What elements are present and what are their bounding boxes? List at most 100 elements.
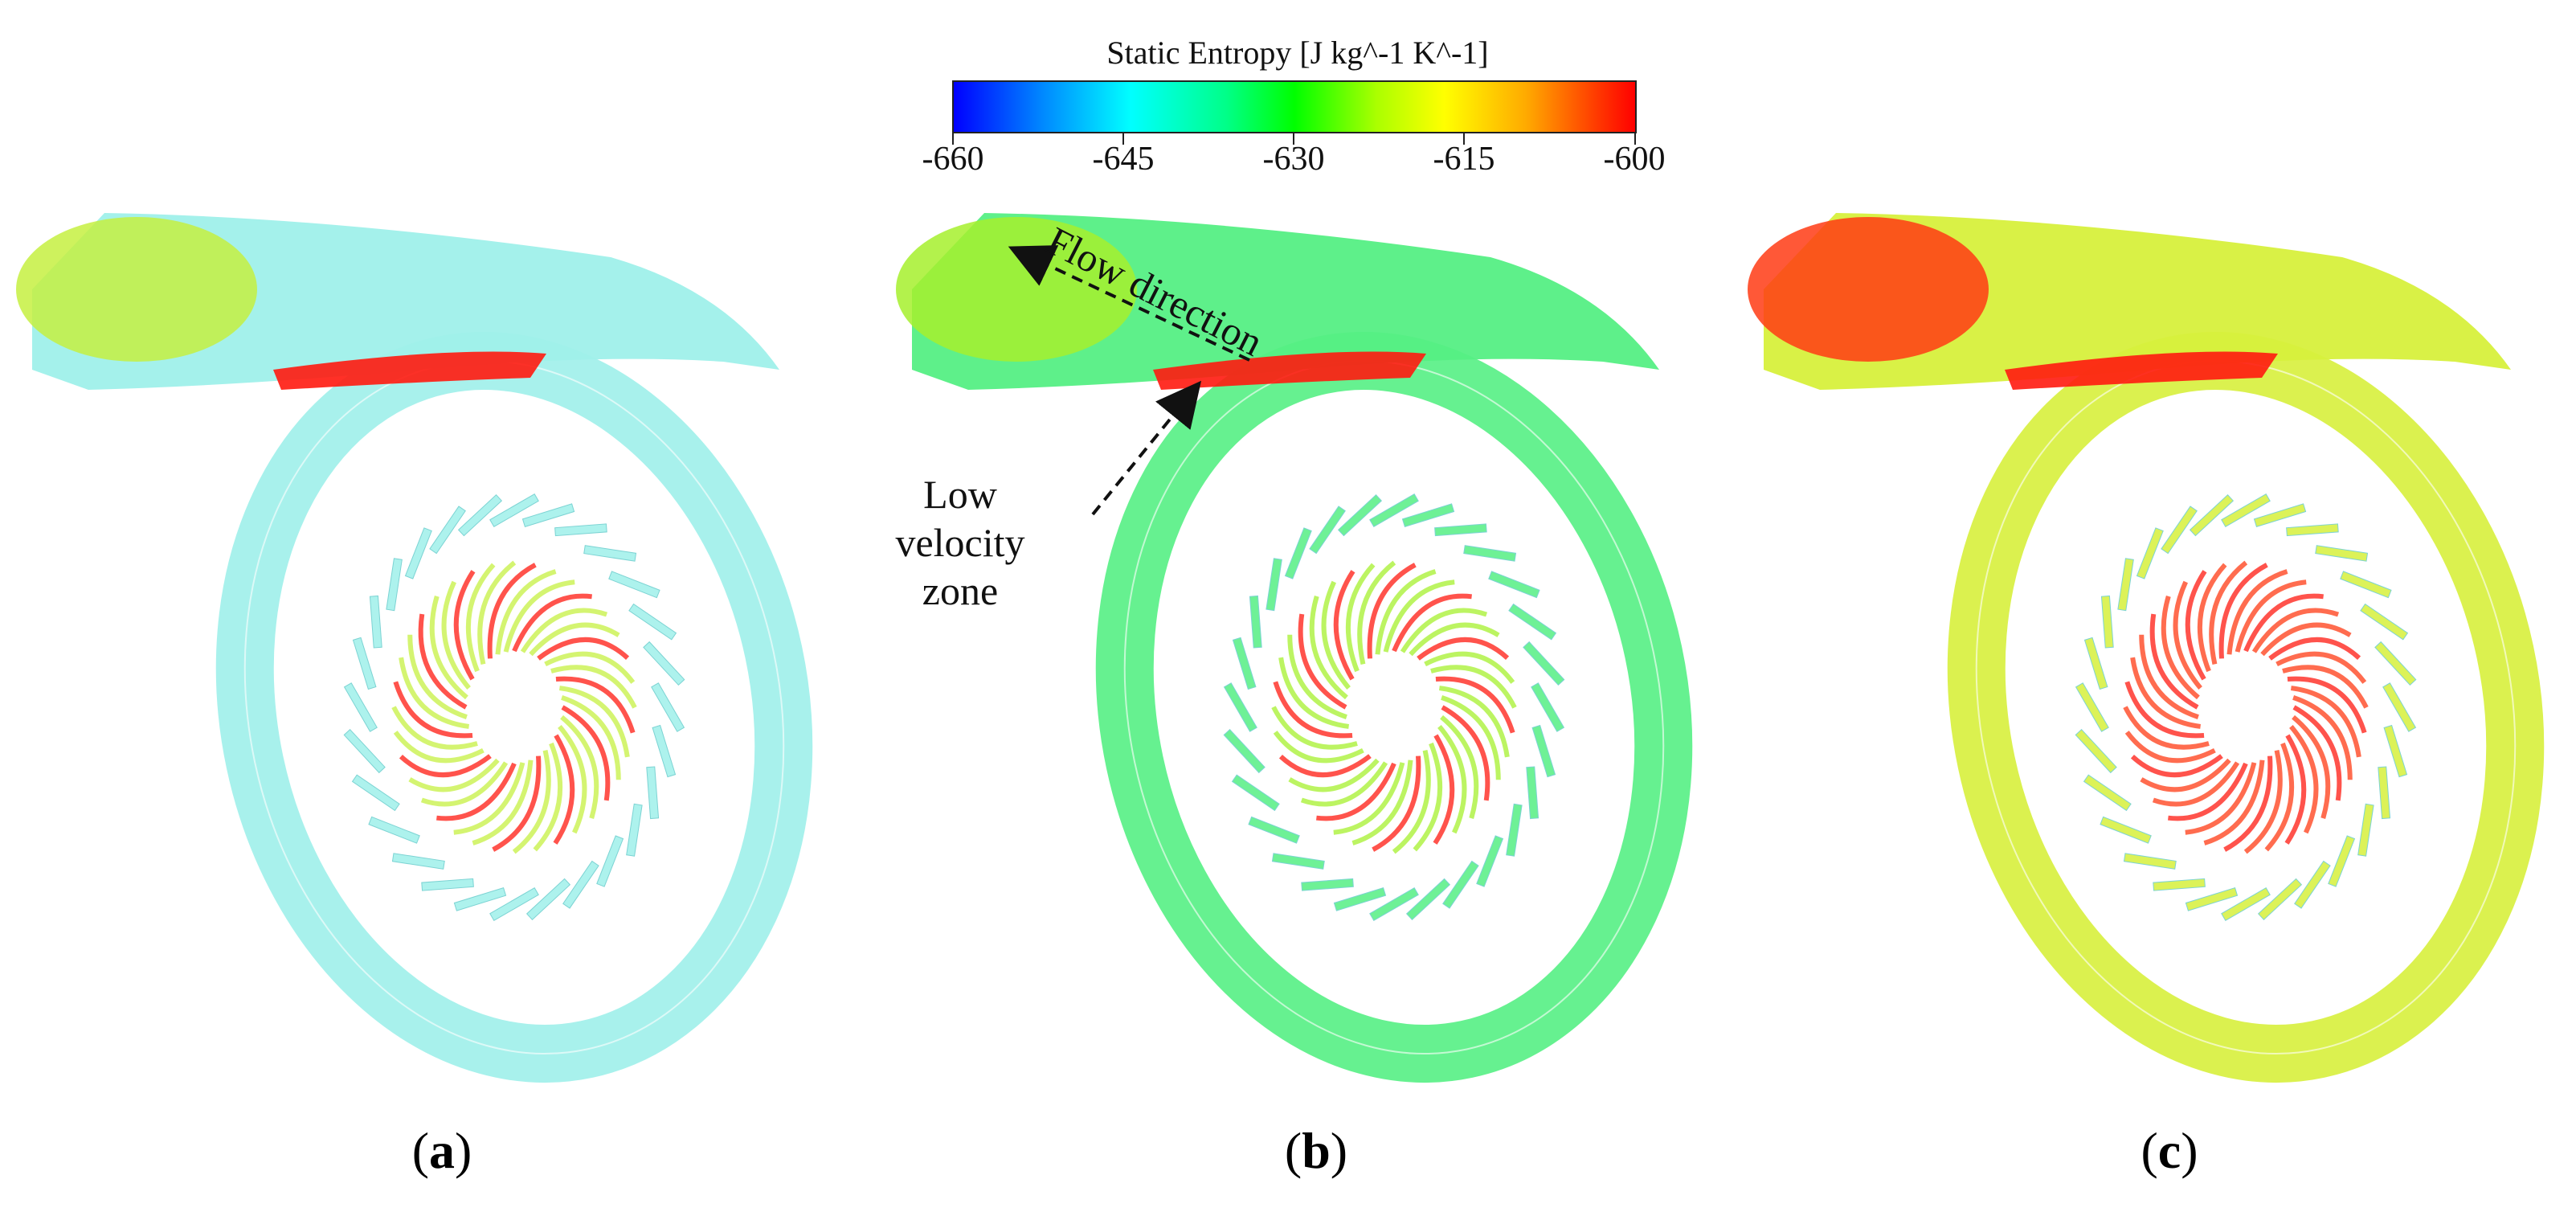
guide-vane <box>2185 887 2239 911</box>
runner-blade <box>477 560 517 665</box>
runner-blade <box>2282 665 2369 709</box>
runner-blade <box>544 651 636 684</box>
runner-blade <box>1409 622 1500 657</box>
guide-vane <box>2161 506 2198 555</box>
runner-blade <box>1417 637 1510 661</box>
runner-blade <box>529 622 620 657</box>
guide-vane <box>1271 853 1325 870</box>
runner-blade <box>2209 560 2248 665</box>
guide-vane <box>554 523 607 537</box>
runner-blade <box>1321 580 1351 690</box>
runner-blade <box>1288 758 1380 792</box>
guide-vane <box>1506 803 1523 857</box>
guide-vane <box>2123 853 2177 870</box>
runner-blade <box>1333 762 1405 835</box>
guide-vane <box>2221 493 2271 528</box>
runner-blade <box>391 706 478 750</box>
guide-vane <box>2382 682 2417 732</box>
runner-blade <box>1278 657 1349 729</box>
panel-label-c: (c) <box>2141 1122 2198 1179</box>
guide-vane <box>489 493 539 528</box>
guide-vane <box>1301 878 1354 891</box>
runner-blade <box>1441 705 1490 801</box>
colorbar-tick <box>1634 133 1636 145</box>
guide-vane <box>2117 558 2134 612</box>
runner-blade <box>2268 637 2361 661</box>
runner-blade <box>2291 686 2361 758</box>
runner-blade <box>512 593 592 653</box>
colorbar-tick-label: -600 <box>1603 141 1666 178</box>
runner-blade <box>2197 563 2227 673</box>
guide-vane <box>2083 774 2132 812</box>
guide-vane <box>583 545 637 562</box>
runner-blade <box>553 734 575 845</box>
guide-vane <box>2189 494 2235 537</box>
guide-vane <box>2357 803 2374 857</box>
low-velocity-line: zone <box>922 568 999 613</box>
panel-label-a: (a) <box>411 1122 472 1179</box>
guide-vane <box>404 527 432 579</box>
runner-blade <box>550 665 637 709</box>
runner-blade <box>1392 593 1472 653</box>
runner-blade <box>407 634 468 720</box>
guide-vane <box>2294 860 2331 909</box>
runner-blade <box>2289 725 2319 834</box>
guide-vane <box>1248 816 1300 844</box>
runner-blade <box>1333 570 1355 681</box>
volute-panel-a <box>16 213 813 1083</box>
colorbar-gradient <box>952 80 1637 133</box>
guide-vane <box>651 682 685 732</box>
tongue-region <box>1153 351 1426 390</box>
runner-blade <box>2243 749 2283 854</box>
guide-vane <box>1369 886 1419 922</box>
guide-vane <box>369 595 382 649</box>
runner-blade <box>1383 579 1455 653</box>
runner-blade <box>1440 715 1479 819</box>
guide-vane <box>1434 523 1487 537</box>
runner-blade <box>2292 694 2353 780</box>
runner-blade <box>453 762 525 835</box>
runner-blade <box>512 749 551 854</box>
runner-blade <box>393 681 473 739</box>
guide-vane <box>1488 571 1540 599</box>
runner-blade <box>2264 742 2295 852</box>
runner-blade <box>2292 715 2331 819</box>
runner-blade <box>399 657 469 729</box>
guide-vane <box>596 835 624 887</box>
guide-vane <box>2374 641 2417 686</box>
guide-vane <box>1531 724 1556 778</box>
runner-blade <box>1300 761 1388 807</box>
colorbar-title: Static Entropy [J kg^-1 K^-1] <box>1106 35 1489 71</box>
guide-vane <box>652 724 677 778</box>
runner-blade <box>465 563 496 673</box>
guide-vane <box>1508 603 1557 641</box>
volute-panel-b <box>896 213 1693 1083</box>
guide-vane <box>1223 728 1266 774</box>
runner-blade <box>1273 731 1364 764</box>
guide-vane <box>2383 724 2408 778</box>
runner-blade <box>559 686 630 758</box>
guide-vane <box>453 887 507 911</box>
guide-vane <box>2075 682 2109 732</box>
guide-vane <box>343 682 378 732</box>
runner-blade <box>1351 760 1413 846</box>
guide-vane <box>1401 503 1455 527</box>
colorbar-tick-label: -660 <box>922 141 984 178</box>
runner-blade <box>1400 608 1488 653</box>
guide-vane <box>1333 887 1387 911</box>
inlet-hot-region <box>896 217 1137 362</box>
guide-vane <box>457 494 503 537</box>
runner-blade <box>492 755 542 852</box>
guide-vane <box>1442 860 1479 909</box>
low-velocity-line: velocity <box>895 520 1025 565</box>
guide-vane <box>2221 886 2271 922</box>
guide-vane <box>2315 545 2369 562</box>
runner-blade <box>520 608 608 653</box>
guide-vane <box>429 506 466 555</box>
runner-blade <box>555 676 636 734</box>
runner-blade <box>2152 761 2240 807</box>
runner-blade <box>1273 681 1353 739</box>
colorbar-tick <box>1122 133 1124 145</box>
runner-blade <box>533 742 563 852</box>
